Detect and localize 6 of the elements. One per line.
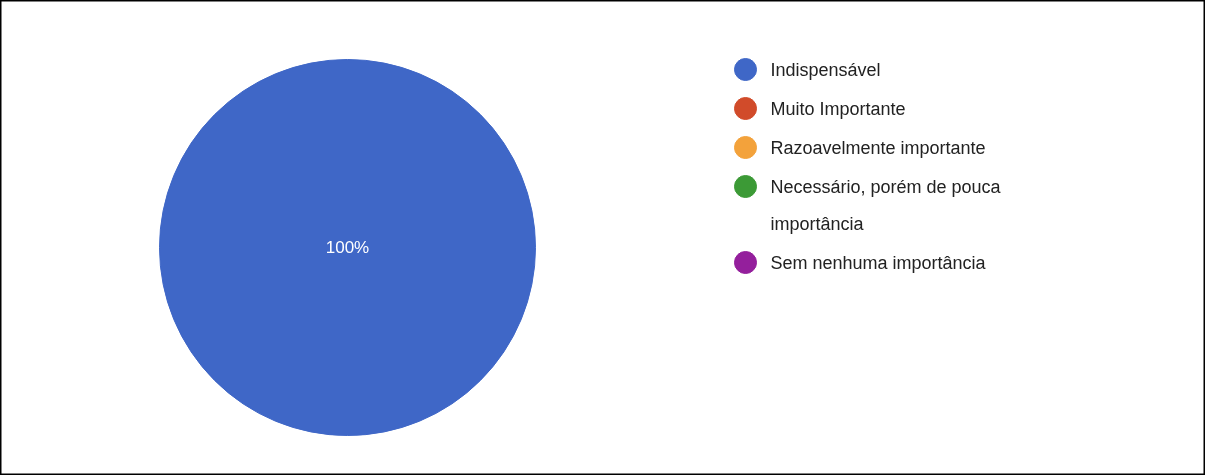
legend-label: Razoavelmente importante — [770, 137, 986, 158]
legend-label: Sem nenhuma importância — [770, 252, 987, 273]
legend-label: Muito Importante — [770, 98, 906, 119]
legend-label: Indispensável — [770, 59, 881, 80]
data-label: 100% — [325, 238, 370, 257]
legend-label: Necessário, porém de pouca importância — [770, 176, 1002, 234]
